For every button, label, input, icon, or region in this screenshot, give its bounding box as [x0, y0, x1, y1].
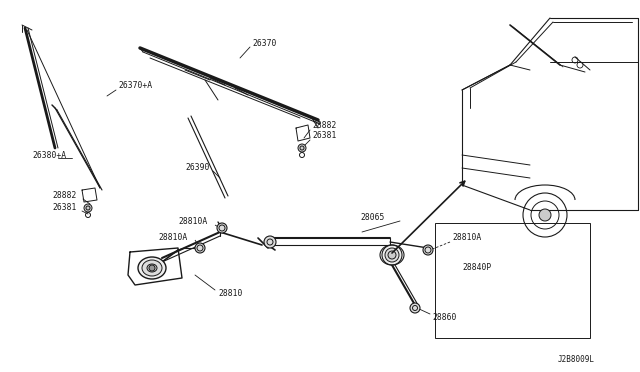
Text: 28810A: 28810A: [452, 234, 481, 243]
Circle shape: [264, 236, 276, 248]
Circle shape: [149, 265, 155, 271]
Circle shape: [217, 223, 227, 233]
Text: 26381: 26381: [52, 203, 76, 212]
Circle shape: [410, 303, 420, 313]
Text: 28065: 28065: [360, 214, 385, 222]
Text: 28882: 28882: [312, 122, 337, 131]
Text: 26381: 26381: [312, 131, 337, 141]
Text: 26370: 26370: [252, 38, 276, 48]
Text: 28810A: 28810A: [178, 218, 207, 227]
Text: 26380+A: 26380+A: [32, 151, 66, 160]
Circle shape: [298, 144, 306, 152]
Ellipse shape: [138, 257, 166, 279]
Circle shape: [382, 245, 402, 265]
Text: 28882: 28882: [52, 192, 76, 201]
Ellipse shape: [142, 260, 162, 276]
Text: 26370+A: 26370+A: [118, 81, 152, 90]
Text: 28860: 28860: [432, 314, 456, 323]
Circle shape: [423, 245, 433, 255]
Circle shape: [195, 243, 205, 253]
Text: J2B8009L: J2B8009L: [558, 356, 595, 365]
Circle shape: [539, 209, 551, 221]
Text: 26390: 26390: [185, 164, 209, 173]
Text: 28810: 28810: [218, 289, 243, 298]
Text: 28840P: 28840P: [462, 263, 492, 273]
Circle shape: [388, 251, 396, 259]
Bar: [435, 223, 590, 338]
Circle shape: [84, 204, 92, 212]
Ellipse shape: [147, 264, 157, 272]
Circle shape: [385, 248, 399, 262]
Text: 28810A: 28810A: [158, 232, 188, 241]
